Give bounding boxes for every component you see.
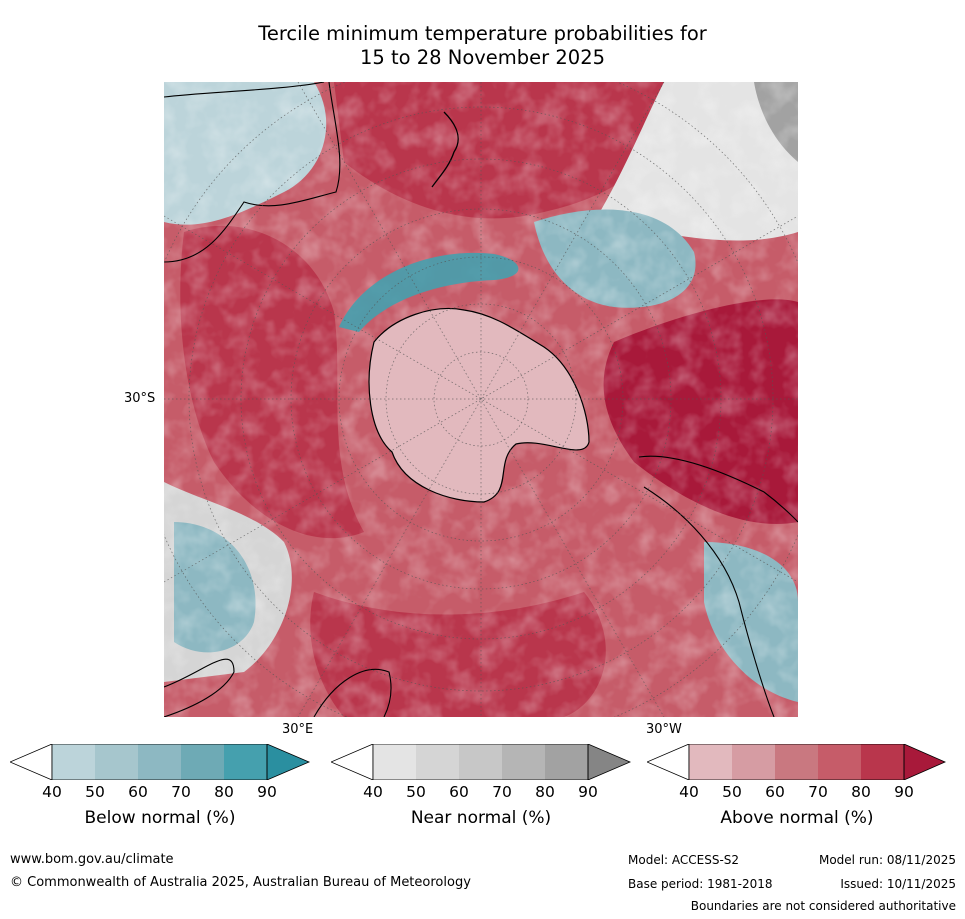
colorbar-above-bin-5 bbox=[861, 744, 904, 780]
model-run-text: Model run: 08/11/2025 bbox=[818, 853, 956, 867]
south-america-outline bbox=[638, 455, 798, 717]
base-period-text: Base period: 1981-2018 bbox=[628, 877, 773, 891]
colorbar-near-bin-5 bbox=[545, 744, 588, 780]
colorbar-below-bin-1 bbox=[52, 744, 95, 780]
australia-outline bbox=[164, 82, 341, 263]
tick-below-60: 60 bbox=[128, 783, 148, 801]
colorbar-above-bin-3 bbox=[775, 744, 818, 780]
colorbar-above-min-arrow bbox=[647, 744, 690, 780]
colorbar-near-min-arrow bbox=[331, 744, 374, 780]
tick-above-60: 60 bbox=[765, 783, 785, 801]
tick-near-80: 80 bbox=[535, 783, 555, 801]
title-line-1: Tercile minimum temperature probabilitie… bbox=[258, 22, 707, 45]
tick-above-50: 50 bbox=[722, 783, 742, 801]
map-title: Tercile minimum temperature probabilitie… bbox=[0, 22, 965, 70]
tick-above-80: 80 bbox=[851, 783, 871, 801]
tick-below-50: 50 bbox=[85, 783, 105, 801]
lat-label-30s: 30°S bbox=[124, 391, 156, 406]
tick-near-70: 70 bbox=[492, 783, 512, 801]
tick-below-90: 90 bbox=[257, 783, 277, 801]
colorbar-above-bin-1 bbox=[689, 744, 732, 780]
colorbar-near-bin-3 bbox=[459, 744, 502, 780]
colorbar-above-bin-4 bbox=[818, 744, 861, 780]
antarctica-continent bbox=[368, 307, 590, 503]
website-link[interactable]: www.bom.gov.au/climate bbox=[10, 852, 174, 867]
disclaimer-text: Boundaries are not considered authoritat… bbox=[690, 899, 956, 913]
colorbar-above-normal bbox=[647, 744, 947, 780]
tick-above-40: 40 bbox=[679, 783, 699, 801]
colorbar-above-bin-2 bbox=[732, 744, 775, 780]
probability-map bbox=[164, 82, 798, 717]
title-line-2: 15 to 28 November 2025 bbox=[359, 46, 606, 69]
colorbar-near-max-arrow bbox=[587, 744, 631, 780]
issued-text: Issued: 10/11/2025 bbox=[840, 877, 956, 891]
tick-near-60: 60 bbox=[449, 783, 469, 801]
colorbar-title-below: Below normal (%) bbox=[84, 808, 236, 828]
colorbar-below-max-arrow bbox=[266, 744, 310, 780]
tick-above-70: 70 bbox=[808, 783, 828, 801]
tick-below-80: 80 bbox=[214, 783, 234, 801]
region-below-normal-ring bbox=[339, 252, 519, 332]
colorbar-title-above: Above normal (%) bbox=[720, 808, 874, 828]
tick-below-40: 40 bbox=[42, 783, 62, 801]
graticule bbox=[164, 82, 798, 717]
tick-below-70: 70 bbox=[171, 783, 191, 801]
tick-near-40: 40 bbox=[363, 783, 383, 801]
tick-near-50: 50 bbox=[406, 783, 426, 801]
colorbar-near-normal bbox=[331, 744, 631, 780]
tick-near-90: 90 bbox=[578, 783, 598, 801]
colorbar-above-max-arrow bbox=[903, 744, 946, 780]
colorbar-below-bin-2 bbox=[95, 744, 138, 780]
colorbar-below-bin-4 bbox=[181, 744, 224, 780]
africa-outline bbox=[164, 658, 392, 717]
colorbar-near-bin-1 bbox=[373, 744, 416, 780]
colorbar-below-min-arrow bbox=[10, 744, 53, 780]
tick-above-90: 90 bbox=[894, 783, 914, 801]
lon-label-30e: 30°E bbox=[282, 722, 314, 737]
colorbar-below-normal bbox=[10, 744, 310, 780]
colorbar-near-bin-4 bbox=[502, 744, 545, 780]
colorbar-title-near: Near normal (%) bbox=[410, 808, 552, 828]
colorbar-below-bin-3 bbox=[138, 744, 181, 780]
colorbar-near-bin-2 bbox=[416, 744, 459, 780]
colorbar-below-bin-5 bbox=[224, 744, 267, 780]
lon-label-30w: 30°W bbox=[646, 722, 682, 737]
model-text: Model: ACCESS-S2 bbox=[628, 853, 740, 867]
new-zealand-outline bbox=[431, 111, 459, 188]
copyright-text: © Commonwealth of Australia 2025, Austra… bbox=[10, 875, 471, 890]
